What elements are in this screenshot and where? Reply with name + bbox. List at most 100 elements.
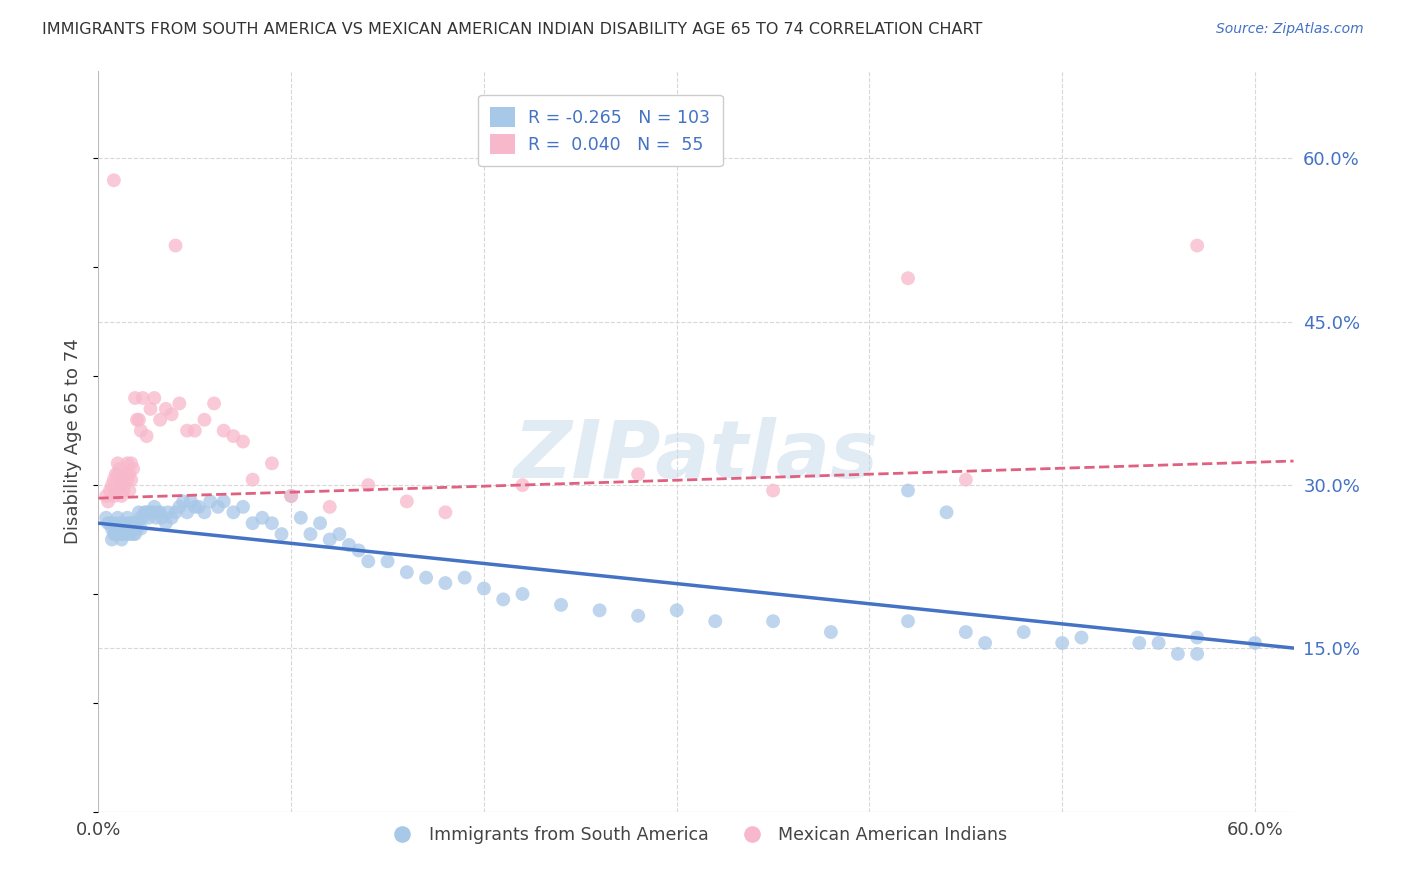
Point xyxy=(1147,636,1170,650)
Point xyxy=(143,500,166,514)
Point xyxy=(98,516,121,531)
Point xyxy=(897,271,920,285)
Point xyxy=(101,522,124,536)
Point xyxy=(193,505,215,519)
Point xyxy=(337,538,360,552)
Point xyxy=(299,527,322,541)
Point xyxy=(112,483,135,498)
Point xyxy=(117,522,139,536)
Point xyxy=(114,467,136,482)
Point xyxy=(172,494,194,508)
Point xyxy=(222,429,245,443)
Point xyxy=(124,391,146,405)
Point xyxy=(169,500,191,514)
Point xyxy=(260,456,283,470)
Point xyxy=(1244,636,1267,650)
Point xyxy=(357,554,380,568)
Point xyxy=(112,527,135,541)
Point xyxy=(114,522,136,536)
Point xyxy=(104,522,127,536)
Point xyxy=(117,473,139,487)
Point xyxy=(118,467,141,482)
Point xyxy=(319,533,342,547)
Point xyxy=(472,582,495,596)
Point xyxy=(184,424,207,438)
Point xyxy=(104,483,127,498)
Point xyxy=(955,473,977,487)
Point xyxy=(1050,636,1073,650)
Point xyxy=(434,576,457,591)
Point xyxy=(97,494,120,508)
Point xyxy=(139,401,162,416)
Point xyxy=(108,527,131,541)
Point xyxy=(120,522,142,536)
Point xyxy=(270,527,292,541)
Point xyxy=(1185,238,1208,252)
Point xyxy=(103,527,125,541)
Point xyxy=(110,522,132,536)
Point xyxy=(132,391,155,405)
Point xyxy=(98,483,121,498)
Point xyxy=(453,571,475,585)
Text: ZIPatlas: ZIPatlas xyxy=(513,417,879,495)
Point xyxy=(202,396,225,410)
Point xyxy=(125,522,148,536)
Point xyxy=(169,396,191,410)
Point xyxy=(762,483,785,498)
Point xyxy=(319,500,342,514)
Point xyxy=(118,516,141,531)
Point xyxy=(103,516,125,531)
Point xyxy=(132,510,155,524)
Point xyxy=(120,473,142,487)
Point xyxy=(252,510,274,524)
Point xyxy=(1070,631,1092,645)
Point xyxy=(242,473,264,487)
Point xyxy=(148,505,170,519)
Point xyxy=(125,516,148,531)
Point xyxy=(395,494,418,508)
Point xyxy=(110,533,132,547)
Point xyxy=(207,500,229,514)
Point xyxy=(108,478,131,492)
Point xyxy=(1128,636,1150,650)
Point xyxy=(114,527,136,541)
Point xyxy=(704,614,727,628)
Point xyxy=(120,456,142,470)
Point xyxy=(328,527,350,541)
Point xyxy=(108,516,131,531)
Point xyxy=(107,456,129,470)
Point xyxy=(187,500,209,514)
Point xyxy=(974,636,997,650)
Point xyxy=(165,505,187,519)
Point xyxy=(897,614,920,628)
Point xyxy=(124,516,146,531)
Point xyxy=(1185,631,1208,645)
Point xyxy=(280,489,302,503)
Point xyxy=(222,505,245,519)
Point xyxy=(820,625,842,640)
Point xyxy=(512,587,534,601)
Point xyxy=(135,505,157,519)
Point xyxy=(260,516,283,531)
Point xyxy=(128,413,150,427)
Point xyxy=(627,608,650,623)
Point xyxy=(415,571,437,585)
Point xyxy=(117,456,139,470)
Point xyxy=(117,510,139,524)
Point xyxy=(128,505,150,519)
Point xyxy=(212,494,235,508)
Point xyxy=(290,510,312,524)
Point xyxy=(122,462,145,476)
Point xyxy=(492,592,515,607)
Point xyxy=(395,565,418,579)
Point xyxy=(377,554,399,568)
Point xyxy=(143,391,166,405)
Point xyxy=(110,489,132,503)
Point xyxy=(104,467,127,482)
Legend: Immigrants from South America, Mexican American Indians: Immigrants from South America, Mexican A… xyxy=(378,819,1014,851)
Point xyxy=(200,494,222,508)
Point xyxy=(1012,625,1035,640)
Point xyxy=(156,505,179,519)
Point xyxy=(309,516,332,531)
Point xyxy=(134,505,156,519)
